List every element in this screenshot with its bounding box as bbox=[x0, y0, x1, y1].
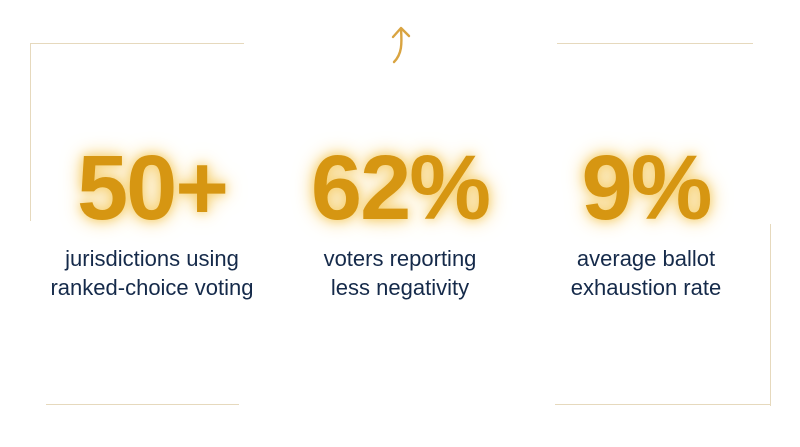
stat-voters: 62% voters reporting less negativity bbox=[278, 138, 522, 302]
stat-label: voters reporting less negativity bbox=[278, 244, 522, 302]
stat-label-line-1: voters reporting bbox=[323, 246, 477, 271]
stat-value: 62% bbox=[310, 137, 491, 239]
stat-label-line-1: jurisdictions using bbox=[65, 246, 239, 271]
frame-line-bottom-right bbox=[555, 404, 771, 405]
frame-line-bottom-left bbox=[46, 404, 239, 405]
frame-line-left bbox=[30, 43, 31, 221]
stat-label-line-2: less negativity bbox=[330, 275, 470, 300]
stat-label: jurisdictions using ranked-choice voting bbox=[30, 244, 274, 302]
stat-label-line-1: average ballot bbox=[576, 246, 716, 271]
stat-jurisdictions: 50+ jurisdictions using ranked-choice vo… bbox=[30, 138, 274, 302]
stat-label: average ballot exhaustion rate bbox=[524, 244, 768, 302]
frame-line-right bbox=[770, 224, 771, 406]
frame-line-top-right bbox=[557, 43, 753, 44]
stat-value: 50+ bbox=[76, 137, 229, 239]
frame-line-top-left bbox=[30, 43, 244, 44]
stat-exhaustion: 9% average ballot exhaustion rate bbox=[524, 138, 768, 302]
stat-label-line-2: ranked-choice voting bbox=[50, 275, 254, 300]
up-arrow-icon bbox=[391, 26, 411, 64]
stat-label-line-2: exhaustion rate bbox=[570, 275, 722, 300]
stat-value: 9% bbox=[581, 137, 713, 239]
